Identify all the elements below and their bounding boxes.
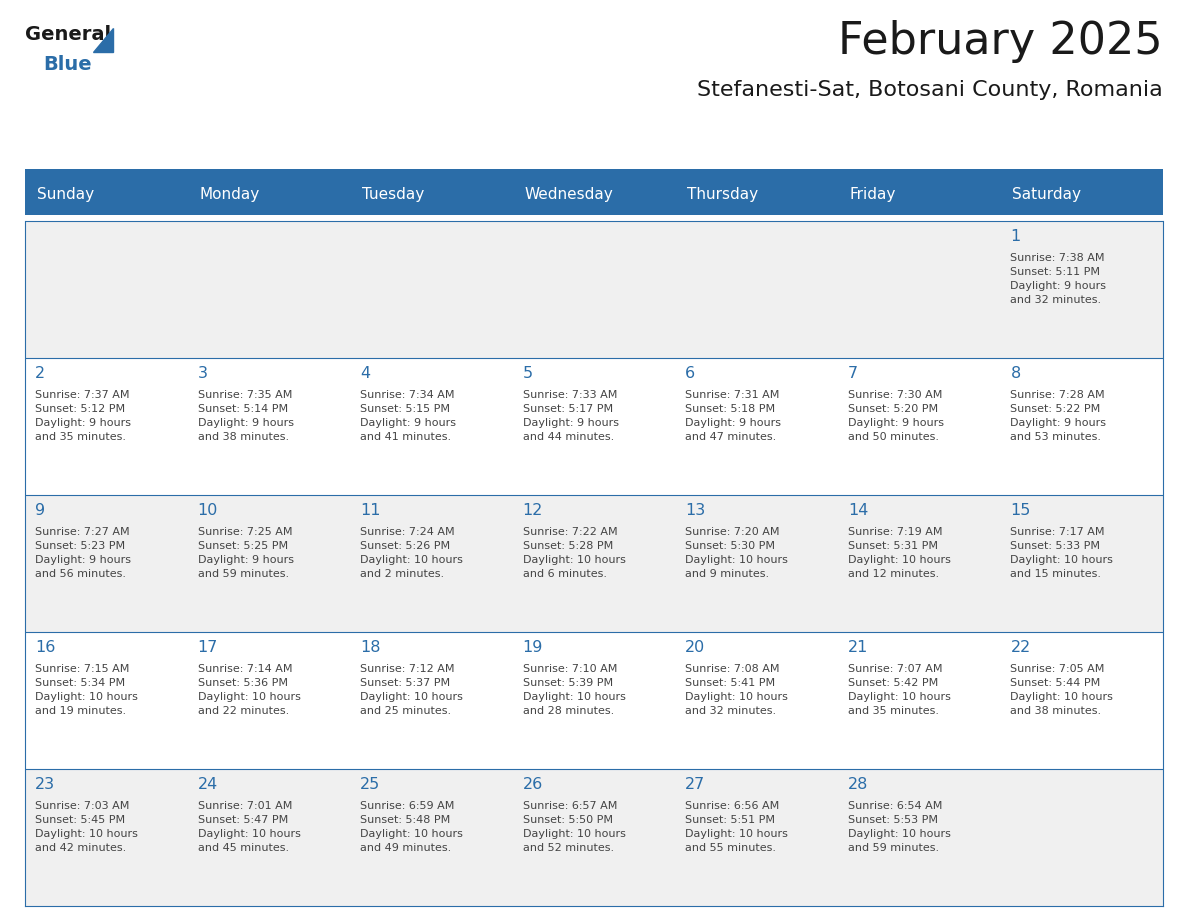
Text: 5: 5 bbox=[523, 366, 533, 381]
Text: 14: 14 bbox=[848, 503, 868, 518]
Text: 18: 18 bbox=[360, 640, 380, 655]
Text: 24: 24 bbox=[197, 777, 217, 792]
Text: Sunrise: 7:27 AM
Sunset: 5:23 PM
Daylight: 9 hours
and 56 minutes.: Sunrise: 7:27 AM Sunset: 5:23 PM Dayligh… bbox=[34, 527, 131, 579]
Bar bbox=[25, 632, 1163, 769]
Text: Wednesday: Wednesday bbox=[525, 187, 613, 203]
Text: 25: 25 bbox=[360, 777, 380, 792]
Text: 15: 15 bbox=[1011, 503, 1031, 518]
Text: Sunrise: 7:38 AM
Sunset: 5:11 PM
Daylight: 9 hours
and 32 minutes.: Sunrise: 7:38 AM Sunset: 5:11 PM Dayligh… bbox=[1011, 253, 1106, 305]
Text: Sunrise: 7:10 AM
Sunset: 5:39 PM
Daylight: 10 hours
and 28 minutes.: Sunrise: 7:10 AM Sunset: 5:39 PM Dayligh… bbox=[523, 664, 626, 716]
Text: 1: 1 bbox=[1011, 229, 1020, 244]
Text: Sunrise: 7:05 AM
Sunset: 5:44 PM
Daylight: 10 hours
and 38 minutes.: Sunrise: 7:05 AM Sunset: 5:44 PM Dayligh… bbox=[1011, 664, 1113, 716]
Bar bbox=[25, 221, 1163, 358]
Text: Sunrise: 7:08 AM
Sunset: 5:41 PM
Daylight: 10 hours
and 32 minutes.: Sunrise: 7:08 AM Sunset: 5:41 PM Dayligh… bbox=[685, 664, 788, 716]
Text: Sunrise: 7:25 AM
Sunset: 5:25 PM
Daylight: 9 hours
and 59 minutes.: Sunrise: 7:25 AM Sunset: 5:25 PM Dayligh… bbox=[197, 527, 293, 579]
Text: 3: 3 bbox=[197, 366, 208, 381]
Text: 13: 13 bbox=[685, 503, 706, 518]
Text: 22: 22 bbox=[1011, 640, 1031, 655]
Text: 7: 7 bbox=[848, 366, 858, 381]
Text: Sunrise: 7:14 AM
Sunset: 5:36 PM
Daylight: 10 hours
and 22 minutes.: Sunrise: 7:14 AM Sunset: 5:36 PM Dayligh… bbox=[197, 664, 301, 716]
Text: 19: 19 bbox=[523, 640, 543, 655]
Text: 8: 8 bbox=[1011, 366, 1020, 381]
Text: Sunrise: 6:54 AM
Sunset: 5:53 PM
Daylight: 10 hours
and 59 minutes.: Sunrise: 6:54 AM Sunset: 5:53 PM Dayligh… bbox=[848, 801, 950, 853]
Text: Sunrise: 7:22 AM
Sunset: 5:28 PM
Daylight: 10 hours
and 6 minutes.: Sunrise: 7:22 AM Sunset: 5:28 PM Dayligh… bbox=[523, 527, 626, 579]
Text: Thursday: Thursday bbox=[688, 187, 758, 203]
Text: Friday: Friday bbox=[849, 187, 896, 203]
Text: Sunrise: 7:17 AM
Sunset: 5:33 PM
Daylight: 10 hours
and 15 minutes.: Sunrise: 7:17 AM Sunset: 5:33 PM Dayligh… bbox=[1011, 527, 1113, 579]
Text: Sunrise: 6:59 AM
Sunset: 5:48 PM
Daylight: 10 hours
and 49 minutes.: Sunrise: 6:59 AM Sunset: 5:48 PM Dayligh… bbox=[360, 801, 463, 853]
Text: Sunrise: 6:56 AM
Sunset: 5:51 PM
Daylight: 10 hours
and 55 minutes.: Sunrise: 6:56 AM Sunset: 5:51 PM Dayligh… bbox=[685, 801, 788, 853]
Text: February 2025: February 2025 bbox=[839, 20, 1163, 63]
Text: Tuesday: Tuesday bbox=[362, 187, 424, 203]
Text: 20: 20 bbox=[685, 640, 706, 655]
Text: Sunrise: 7:35 AM
Sunset: 5:14 PM
Daylight: 9 hours
and 38 minutes.: Sunrise: 7:35 AM Sunset: 5:14 PM Dayligh… bbox=[197, 390, 293, 442]
Text: Sunrise: 7:12 AM
Sunset: 5:37 PM
Daylight: 10 hours
and 25 minutes.: Sunrise: 7:12 AM Sunset: 5:37 PM Dayligh… bbox=[360, 664, 463, 716]
Text: 21: 21 bbox=[848, 640, 868, 655]
Text: 6: 6 bbox=[685, 366, 695, 381]
Text: 27: 27 bbox=[685, 777, 706, 792]
Text: 28: 28 bbox=[848, 777, 868, 792]
Text: Sunrise: 7:03 AM
Sunset: 5:45 PM
Daylight: 10 hours
and 42 minutes.: Sunrise: 7:03 AM Sunset: 5:45 PM Dayligh… bbox=[34, 801, 138, 853]
Text: Sunrise: 7:15 AM
Sunset: 5:34 PM
Daylight: 10 hours
and 19 minutes.: Sunrise: 7:15 AM Sunset: 5:34 PM Dayligh… bbox=[34, 664, 138, 716]
Bar bbox=[25, 769, 1163, 906]
Text: Sunrise: 7:01 AM
Sunset: 5:47 PM
Daylight: 10 hours
and 45 minutes.: Sunrise: 7:01 AM Sunset: 5:47 PM Dayligh… bbox=[197, 801, 301, 853]
Text: Stefanesti-Sat, Botosani County, Romania: Stefanesti-Sat, Botosani County, Romania bbox=[697, 80, 1163, 100]
Text: Sunrise: 7:37 AM
Sunset: 5:12 PM
Daylight: 9 hours
and 35 minutes.: Sunrise: 7:37 AM Sunset: 5:12 PM Dayligh… bbox=[34, 390, 131, 442]
Polygon shape bbox=[93, 28, 113, 52]
Text: 11: 11 bbox=[360, 503, 380, 518]
Text: 17: 17 bbox=[197, 640, 217, 655]
Text: 12: 12 bbox=[523, 503, 543, 518]
Bar bbox=[25, 358, 1163, 495]
Text: Sunrise: 7:30 AM
Sunset: 5:20 PM
Daylight: 9 hours
and 50 minutes.: Sunrise: 7:30 AM Sunset: 5:20 PM Dayligh… bbox=[848, 390, 943, 442]
Text: Sunrise: 7:31 AM
Sunset: 5:18 PM
Daylight: 9 hours
and 47 minutes.: Sunrise: 7:31 AM Sunset: 5:18 PM Dayligh… bbox=[685, 390, 782, 442]
Bar bbox=[25, 495, 1163, 632]
Text: Sunrise: 6:57 AM
Sunset: 5:50 PM
Daylight: 10 hours
and 52 minutes.: Sunrise: 6:57 AM Sunset: 5:50 PM Dayligh… bbox=[523, 801, 626, 853]
Text: Sunrise: 7:20 AM
Sunset: 5:30 PM
Daylight: 10 hours
and 9 minutes.: Sunrise: 7:20 AM Sunset: 5:30 PM Dayligh… bbox=[685, 527, 788, 579]
Text: Sunrise: 7:33 AM
Sunset: 5:17 PM
Daylight: 9 hours
and 44 minutes.: Sunrise: 7:33 AM Sunset: 5:17 PM Dayligh… bbox=[523, 390, 619, 442]
Text: Blue: Blue bbox=[43, 55, 91, 74]
Text: Sunrise: 7:24 AM
Sunset: 5:26 PM
Daylight: 10 hours
and 2 minutes.: Sunrise: 7:24 AM Sunset: 5:26 PM Dayligh… bbox=[360, 527, 463, 579]
Text: Sunrise: 7:19 AM
Sunset: 5:31 PM
Daylight: 10 hours
and 12 minutes.: Sunrise: 7:19 AM Sunset: 5:31 PM Dayligh… bbox=[848, 527, 950, 579]
Text: 9: 9 bbox=[34, 503, 45, 518]
Text: 2: 2 bbox=[34, 366, 45, 381]
Text: Sunrise: 7:07 AM
Sunset: 5:42 PM
Daylight: 10 hours
and 35 minutes.: Sunrise: 7:07 AM Sunset: 5:42 PM Dayligh… bbox=[848, 664, 950, 716]
Text: 4: 4 bbox=[360, 366, 371, 381]
Text: Saturday: Saturday bbox=[1012, 187, 1081, 203]
Text: Sunrise: 7:28 AM
Sunset: 5:22 PM
Daylight: 9 hours
and 53 minutes.: Sunrise: 7:28 AM Sunset: 5:22 PM Dayligh… bbox=[1011, 390, 1106, 442]
Text: Monday: Monday bbox=[200, 187, 260, 203]
Bar bbox=[25, 175, 1163, 215]
Text: 16: 16 bbox=[34, 640, 56, 655]
Bar bbox=[25, 169, 1163, 175]
Text: Sunrise: 7:34 AM
Sunset: 5:15 PM
Daylight: 9 hours
and 41 minutes.: Sunrise: 7:34 AM Sunset: 5:15 PM Dayligh… bbox=[360, 390, 456, 442]
Text: 23: 23 bbox=[34, 777, 55, 792]
Text: Sunday: Sunday bbox=[37, 187, 94, 203]
Text: General: General bbox=[25, 25, 112, 44]
Text: 26: 26 bbox=[523, 777, 543, 792]
Text: 10: 10 bbox=[197, 503, 217, 518]
